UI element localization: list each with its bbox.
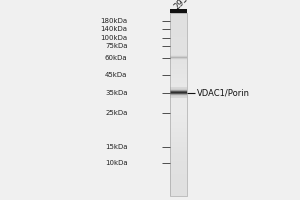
- Text: 60kDa: 60kDa: [105, 55, 128, 61]
- Text: 75kDa: 75kDa: [105, 43, 128, 49]
- Text: 293T: 293T: [172, 0, 193, 11]
- Bar: [170, 9, 187, 13]
- Text: 35kDa: 35kDa: [105, 90, 128, 96]
- Text: 180kDa: 180kDa: [100, 18, 127, 24]
- Bar: [170, 13, 187, 196]
- Text: 100kDa: 100kDa: [100, 35, 127, 41]
- Text: 15kDa: 15kDa: [105, 144, 128, 150]
- Text: 140kDa: 140kDa: [100, 26, 127, 32]
- Text: VDAC1/Porin: VDAC1/Porin: [196, 88, 250, 98]
- Text: 25kDa: 25kDa: [105, 110, 128, 116]
- Text: 45kDa: 45kDa: [105, 72, 128, 78]
- Text: 10kDa: 10kDa: [105, 160, 128, 166]
